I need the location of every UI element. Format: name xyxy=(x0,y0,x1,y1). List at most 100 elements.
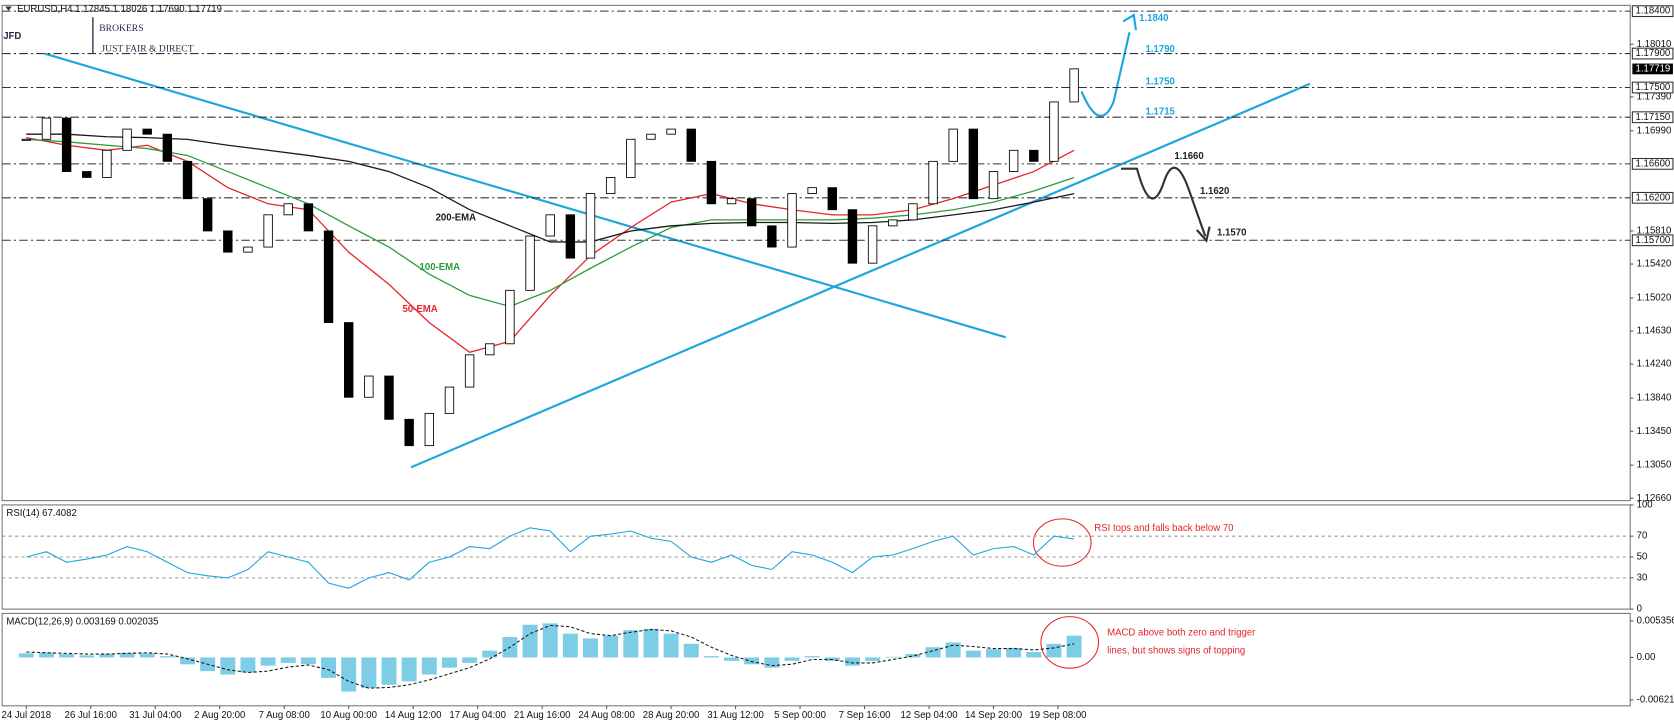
level-axis-label: 1.16600 xyxy=(1636,158,1671,169)
macd-bar xyxy=(905,654,921,658)
macd-bar xyxy=(260,657,276,666)
candle xyxy=(565,214,576,259)
y-tick-label: 1.15420 xyxy=(1637,259,1672,270)
candle xyxy=(1069,68,1079,103)
ema-label: 50-EMA xyxy=(402,304,437,315)
x-tick-label: 14 Aug 12:00 xyxy=(385,710,442,721)
x-tick-label: 21 Aug 16:00 xyxy=(514,710,571,721)
macd-bar xyxy=(603,635,619,658)
ema-label: 100-EMA xyxy=(420,262,461,273)
level-label-box xyxy=(1631,157,1674,170)
bullish-projection xyxy=(1080,31,1131,117)
candle xyxy=(726,198,737,205)
candle xyxy=(968,128,979,200)
y-tick-label: 1.13450 xyxy=(1637,426,1672,437)
level-axis-label: 1.17150 xyxy=(1636,112,1671,123)
ema-label: 200-EMA xyxy=(436,213,477,224)
annotation: MACD above both zero and trigger xyxy=(1107,627,1256,638)
macd-bar xyxy=(784,657,800,661)
candle xyxy=(807,187,817,195)
level-label-box xyxy=(1631,191,1674,204)
macd-bar xyxy=(462,657,478,663)
candle xyxy=(666,128,676,135)
macd-bar xyxy=(401,657,417,682)
candle xyxy=(61,117,72,172)
candle xyxy=(243,246,253,253)
y-tick-label: 1.13050 xyxy=(1637,460,1672,471)
level-label-box xyxy=(1631,81,1674,94)
candle xyxy=(162,133,173,162)
candle xyxy=(686,128,696,162)
descending-trendline xyxy=(44,52,1006,339)
y-tick-label: 50 xyxy=(1637,552,1648,563)
level-label-box xyxy=(1631,5,1674,18)
level-label-box xyxy=(1631,234,1674,247)
level-axis-label: 1.17900 xyxy=(1636,48,1671,59)
macd-bar xyxy=(643,628,659,658)
candle xyxy=(646,133,656,140)
macd-bar xyxy=(79,655,95,658)
candle xyxy=(82,171,92,178)
x-tick-label: 5 Sep 00:00 xyxy=(774,710,826,721)
candle xyxy=(626,138,636,178)
candle xyxy=(948,128,958,162)
macd-bar xyxy=(562,633,578,658)
level-annotation: 1.1715 xyxy=(1146,106,1176,117)
y-tick-label: 1.15020 xyxy=(1637,293,1672,304)
rsi-line xyxy=(26,527,1075,589)
macd-bar xyxy=(240,657,256,673)
x-tick-label: 28 Aug 20:00 xyxy=(643,710,700,721)
x-tick-label: 31 Jul 04:00 xyxy=(129,710,181,721)
candle xyxy=(585,193,596,259)
macd-bar xyxy=(522,624,538,658)
candle xyxy=(908,203,918,221)
x-tick-label: 10 Aug 00:00 xyxy=(320,710,377,721)
annotation: lines, but shows signs of topping xyxy=(1107,646,1245,657)
macd-bar xyxy=(38,652,54,658)
macd-bar xyxy=(441,657,457,668)
y-tick-label: 1.17390 xyxy=(1637,91,1672,102)
pane-title: RSI(14) 67.4082 xyxy=(6,508,76,519)
y-tick-label: 70 xyxy=(1637,531,1648,542)
candle xyxy=(505,289,515,345)
macd-bar xyxy=(482,650,498,658)
level-label-box xyxy=(1631,111,1674,124)
y-tick-label: 1.15810 xyxy=(1637,225,1672,236)
ascending-trendline xyxy=(410,82,1311,469)
macd-pane xyxy=(1,612,1631,707)
logo-brand: JFD xyxy=(3,31,21,42)
candle xyxy=(706,160,717,205)
header-icon xyxy=(5,6,12,11)
macd-bar xyxy=(1006,647,1022,658)
macd-bar xyxy=(986,649,1001,658)
candle xyxy=(323,230,334,324)
level-annotation: 1.1750 xyxy=(1146,77,1175,88)
candle xyxy=(41,117,52,140)
candle xyxy=(122,128,132,151)
macd-bar xyxy=(724,657,740,661)
annotation: RSI tops and falls back below 70 xyxy=(1094,523,1233,534)
candle xyxy=(202,198,213,232)
y-tick-label: 100 xyxy=(1637,499,1653,510)
macd-bar xyxy=(280,657,296,663)
main-pane xyxy=(1,4,1631,502)
candle xyxy=(888,219,898,227)
x-tick-label: 26 Jul 16:00 xyxy=(65,710,117,721)
candle xyxy=(747,198,757,227)
y-tick-label: 1.14630 xyxy=(1637,326,1672,337)
macd-bar xyxy=(119,652,135,658)
bearish-projection xyxy=(1120,166,1211,243)
pane-title: MACD(12,26,9) 0.003169 0.002035 xyxy=(6,617,158,628)
candle xyxy=(344,322,354,398)
candle xyxy=(867,225,878,264)
macd-bar xyxy=(159,656,175,658)
level-annotation: 1.1570 xyxy=(1217,227,1246,238)
x-tick-label: 14 Sep 20:00 xyxy=(965,710,1022,721)
macd-bar xyxy=(623,630,639,658)
y-tick-label: 1.14240 xyxy=(1637,359,1672,370)
y-tick-label: -0.006218 xyxy=(1637,694,1674,705)
candle xyxy=(787,193,797,248)
candle xyxy=(1008,149,1019,172)
macd-highlight xyxy=(1040,616,1100,669)
macd-bar xyxy=(804,656,820,658)
